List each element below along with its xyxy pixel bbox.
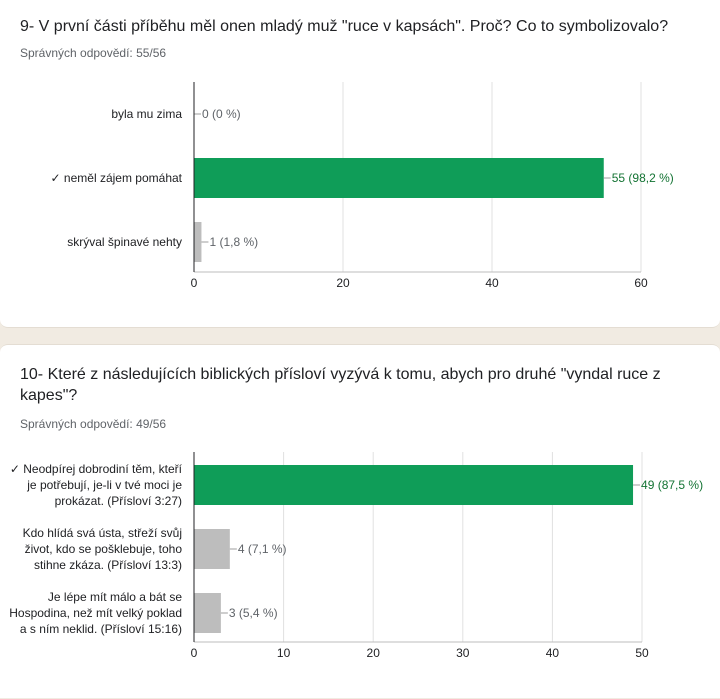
category-label: ✓ neměl zájem pomáhat <box>51 171 183 185</box>
question-card-10: 10- Které z následujících biblických pří… <box>0 344 720 698</box>
data-label-1: 0 (0 %) <box>202 107 241 121</box>
correct-answers-count: Správných odpovědí: 55/56 <box>20 46 167 60</box>
bar-3 <box>194 593 221 633</box>
x-tick-label: 60 <box>634 276 648 290</box>
data-label-3: 1 (1,8 %) <box>209 235 258 249</box>
data-label-2: 4 (7,1 %) <box>238 542 287 556</box>
correct-answers-count: Správných odpovědí: 49/56 <box>20 417 167 431</box>
bar-2 <box>194 158 604 198</box>
category-label: Hospodina, než mít velký poklad <box>9 606 182 620</box>
x-tick-label: 40 <box>485 276 499 290</box>
category-label: a s ním neklid. (Přísloví 15:16) <box>20 622 182 636</box>
x-tick-label: 50 <box>635 646 649 660</box>
x-tick-label: 0 <box>191 646 198 660</box>
bar-2 <box>194 529 230 569</box>
category-label: Je lépe mít málo a bát se <box>48 590 182 604</box>
x-tick-label: 40 <box>546 646 560 660</box>
x-tick-label: 20 <box>336 276 350 290</box>
bar-chart-question-10: 49 (87,5 %) ✓ Neodpírej dobrodiní těm, kt… <box>9 452 703 660</box>
category-label: život, kdo se pošklebuje, toho <box>25 542 183 556</box>
category-label: je potřebují, je-li v tvé moci je <box>26 478 182 492</box>
data-label-1: 49 (87,5 %) <box>641 478 703 492</box>
bar-chart-question-9: 0 (0 %) byla mu zima 55 (98,2 %) ✓ neměl zá… <box>51 82 674 290</box>
category-label: byla mu zima <box>111 107 182 121</box>
category-label: prokázat. (Přísloví 3:27) <box>55 494 182 508</box>
question-card-9: 9- V první části příběhu měl onen mladý … <box>0 0 720 328</box>
category-label: stihne zkáza. (Přísloví 13:3) <box>34 558 182 572</box>
category-label: skrýval špinavé nehty <box>67 235 182 249</box>
bar-1 <box>194 465 634 505</box>
bar-3 <box>194 222 202 262</box>
category-label: Kdo hlídá svá ústa, střeží svůj <box>23 526 182 540</box>
data-label-2: 55 (98,2 %) <box>612 171 674 185</box>
category-label: ✓ Neodpírej dobrodiní těm, kteří <box>10 462 183 476</box>
question-title: 9- V první části příběhu měl onen mladý … <box>20 18 669 35</box>
data-label-3: 3 (5,4 %) <box>229 606 278 620</box>
x-tick-label: 30 <box>456 646 470 660</box>
x-tick-label: 0 <box>191 276 198 290</box>
question-title: 10- Které z následujících biblických pří… <box>20 366 661 404</box>
x-tick-label: 20 <box>367 646 381 660</box>
x-tick-label: 10 <box>277 646 291 660</box>
